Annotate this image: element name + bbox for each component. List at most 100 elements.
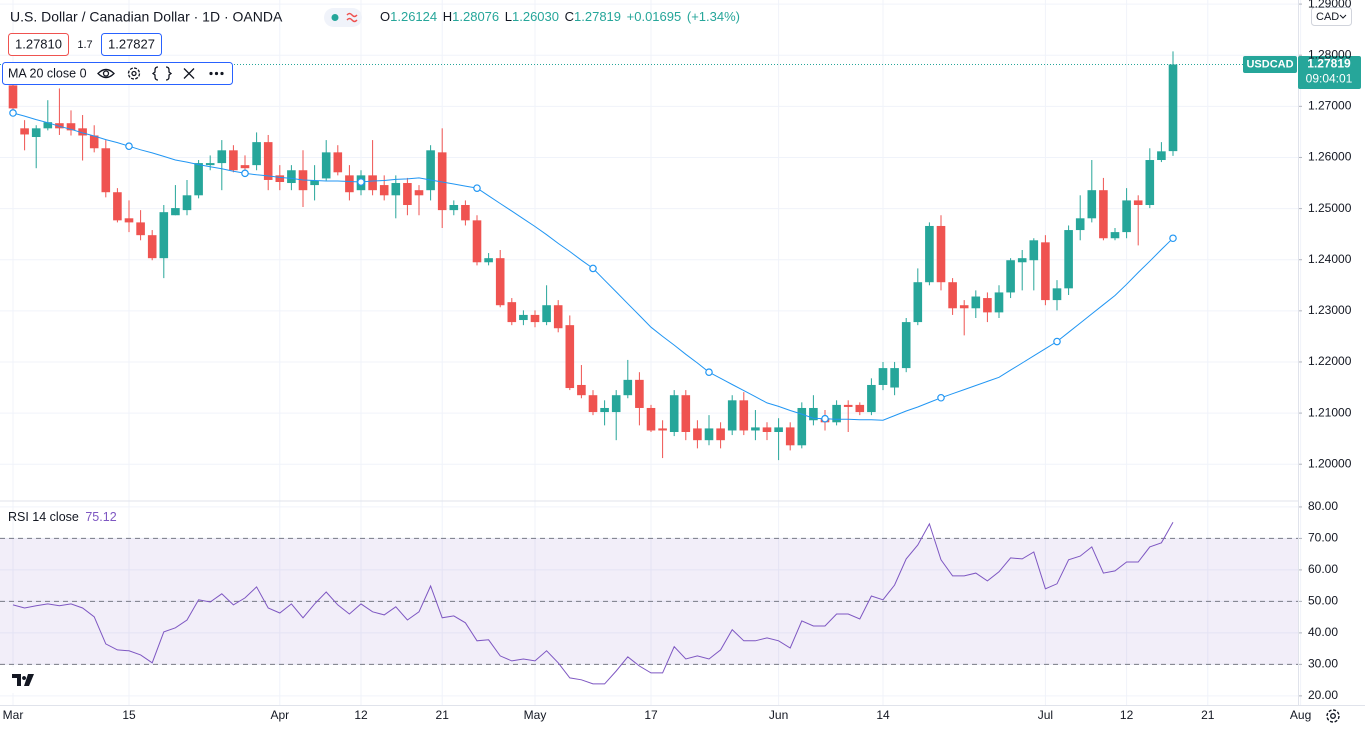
candle-body xyxy=(31,128,41,138)
candle-body xyxy=(948,282,957,309)
remove-icon[interactable] xyxy=(183,68,195,79)
plot-area: Mar 15 Apr 12 21 May 17 Jun 14 Jul 12 21 Aug xyxy=(0,0,1311,722)
ohlc-value: 1.28076 xyxy=(452,9,499,24)
candle-body xyxy=(263,142,273,180)
buy-box xyxy=(101,33,162,56)
candle-body xyxy=(55,123,64,129)
buy-button[interactable]: 1.27827 xyxy=(101,33,162,56)
rsi-legend[interactable]: RSI 14 close 75.12 xyxy=(8,510,117,524)
candle-body xyxy=(1017,258,1027,263)
ohlc-letter: O xyxy=(380,9,390,24)
y-tick-label: 1.21000 xyxy=(1308,405,1352,419)
candle-body xyxy=(1122,200,1131,233)
ma-point xyxy=(9,109,17,117)
candle-body xyxy=(403,183,412,206)
chevron xyxy=(1339,14,1347,19)
candle-body xyxy=(507,302,517,323)
gear-outer xyxy=(1326,709,1340,723)
dot xyxy=(214,71,219,76)
candle-body xyxy=(797,407,807,446)
candle-body xyxy=(611,395,621,413)
candle-body xyxy=(925,225,934,283)
candle-body xyxy=(751,427,760,431)
candle-body xyxy=(1052,288,1062,301)
more-icon[interactable] xyxy=(209,71,224,76)
currency-box xyxy=(1311,7,1352,26)
candle-body xyxy=(113,192,122,221)
candle-body xyxy=(310,180,319,186)
candle-body xyxy=(1110,232,1120,239)
symbol-title[interactable]: U.S. Dollar / Canadian Dollar · 1D · OAN… xyxy=(10,9,283,25)
candle-body xyxy=(727,400,737,431)
candle-body xyxy=(287,170,296,184)
candle-body xyxy=(577,384,586,396)
candle-body xyxy=(217,150,227,164)
candle-body xyxy=(646,407,656,431)
ma-point xyxy=(821,414,829,423)
candle-body xyxy=(240,165,250,169)
candle-body xyxy=(43,122,53,129)
gear-inner xyxy=(1330,713,1336,719)
y-tick-label: 1.24000 xyxy=(1308,252,1352,266)
tv-logo[interactable] xyxy=(7,667,39,693)
eye-pupil xyxy=(102,70,110,77)
settings-button[interactable] xyxy=(1326,709,1340,723)
candle-body xyxy=(832,404,841,423)
sell-button[interactable]: 1.27810 xyxy=(8,33,69,56)
y-tick-label: 30.00 xyxy=(1308,657,1338,671)
currency-dropdown[interactable]: CAD xyxy=(1311,7,1352,26)
candle-body xyxy=(205,163,215,166)
candle-body xyxy=(1006,260,1015,293)
candle-body xyxy=(391,183,401,196)
ma-legend[interactable]: MA 20 close 0 xyxy=(2,62,233,85)
rsi-legend-name: RSI 14 close xyxy=(8,510,79,524)
logo-bg xyxy=(7,667,39,693)
candle-body xyxy=(623,379,633,396)
candle-body xyxy=(843,404,853,407)
candle-body xyxy=(379,185,389,196)
ohlc-letter: H xyxy=(443,9,452,24)
ma-point xyxy=(1053,337,1061,346)
x-tick-label: 17 xyxy=(644,708,658,722)
dot xyxy=(220,71,224,76)
candle-body xyxy=(368,175,377,191)
candle-body xyxy=(159,212,169,259)
candle-body xyxy=(437,152,447,211)
logo-mark xyxy=(12,674,34,686)
candle-body xyxy=(20,128,29,135)
ohlc-value: 1.26124 xyxy=(390,9,437,24)
candle-body xyxy=(124,218,134,223)
candle-body xyxy=(1064,230,1073,289)
candle-body xyxy=(1087,190,1097,219)
candle-body xyxy=(983,298,992,313)
sell-price: 1.27810 xyxy=(15,36,62,51)
ma-legend-name: MA 20 close 0 xyxy=(8,66,87,80)
ma-point xyxy=(589,264,597,273)
market-status[interactable] xyxy=(324,8,362,27)
x-tick-label: Jul xyxy=(1038,708,1053,722)
settings-icon[interactable] xyxy=(127,67,141,80)
candle-body xyxy=(426,150,435,191)
change-pct: (+1.34%) xyxy=(687,9,740,24)
last-price: 1.27819 xyxy=(1307,57,1351,71)
x-tick-label: 14 xyxy=(876,708,890,722)
candle-body xyxy=(101,148,111,193)
ohlc-legend: O1.26124 H1.28076 L1.26030 C1.27819 +0.0… xyxy=(380,9,740,24)
status-dot xyxy=(331,14,339,21)
source-icon[interactable] xyxy=(151,66,173,81)
candle-body xyxy=(553,305,563,329)
candle-body xyxy=(530,314,540,323)
candle-body xyxy=(252,142,261,166)
y-tick-label: 1.29000 xyxy=(1308,0,1352,10)
ohlc-value: 1.26030 xyxy=(512,9,559,24)
candle-body xyxy=(147,235,157,259)
eye-icon[interactable] xyxy=(97,68,115,79)
ohlc-letter: C xyxy=(565,9,574,24)
y-tick-label: 1.23000 xyxy=(1308,303,1352,317)
candle-body xyxy=(565,325,575,389)
x-tick-label: Aug xyxy=(1290,708,1311,722)
candle-body xyxy=(229,150,238,171)
